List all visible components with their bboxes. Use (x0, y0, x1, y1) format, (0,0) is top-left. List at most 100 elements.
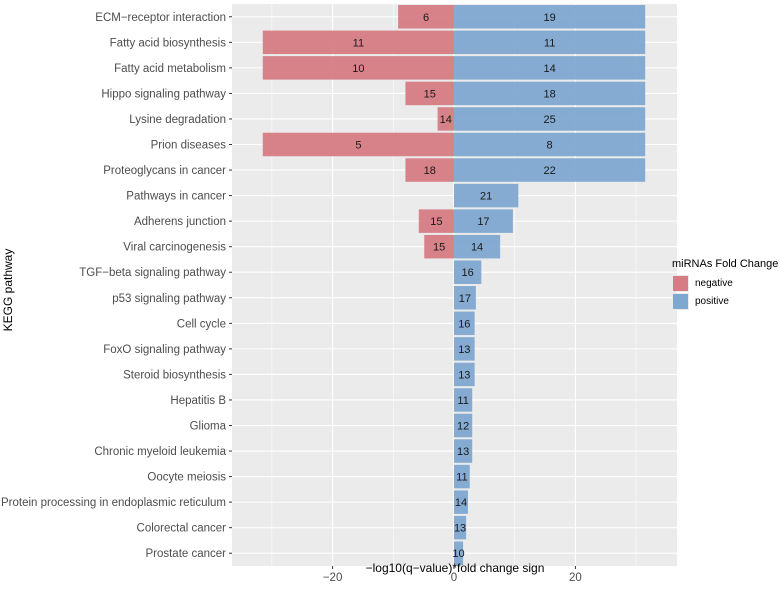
bar-label-negative: 18 (424, 165, 436, 177)
y-tick-label: Protein processing in endoplasmic reticu… (1, 497, 226, 509)
bar-label-positive: 13 (458, 369, 470, 381)
bar-positive (454, 464, 470, 489)
bar-negative (437, 107, 454, 131)
bar-label-positive: 21 (480, 191, 492, 203)
y-tick-label: Lysine degradation (129, 114, 226, 126)
bar-positive (454, 234, 501, 259)
bar-positive (454, 107, 646, 131)
y-tick-label: Oocyte meiosis (147, 472, 226, 484)
legend-item-positive: positive (672, 292, 778, 310)
x-tick-label: 0 (451, 572, 457, 584)
bar-label-positive: 14 (543, 63, 555, 75)
bar-negative (398, 5, 454, 29)
bar-label-negative: 11 (353, 37, 364, 49)
bar-label-positive: 16 (462, 267, 474, 279)
bar-label-positive: 13 (454, 523, 466, 535)
bar-labels: 6 11 10 15 14 5 18 15 15 19 11 14 18 25 8 22 21 17 14 16 17 1… (352, 12, 555, 560)
y-tick-label: Steroid biosynthesis (123, 369, 226, 381)
bar-label-positive: 13 (457, 446, 469, 458)
bar-label-negative: 15 (424, 88, 436, 100)
bar-label-negative: 15 (430, 216, 442, 228)
y-tick-label: TGF−beta signaling pathway (79, 267, 226, 279)
y-tick-label: Glioma (190, 421, 227, 433)
y-tick-label: Chronic myeloid leukemia (94, 446, 226, 458)
bar-label-positive: 13 (458, 344, 470, 356)
bar-positive (454, 541, 464, 565)
legend-label-positive: positive (695, 295, 729, 307)
bar-positive (454, 413, 473, 438)
bar-label-positive: 12 (457, 421, 469, 433)
y-axis: ECM−receptor interaction Fatty acid biosy… (1, 12, 232, 560)
bar-label-positive: 17 (459, 293, 471, 305)
legend-label-negative: negative (695, 277, 733, 289)
bar-positive (454, 5, 646, 29)
bar-label-negative: 5 (355, 140, 361, 152)
y-tick-label: Prostate cancer (145, 548, 226, 560)
bar-label-positive: 17 (477, 216, 489, 228)
bar-label-negative: 6 (423, 12, 429, 24)
bar-positive (454, 515, 467, 540)
bars (262, 5, 646, 565)
bar-label-positive: 22 (543, 165, 555, 177)
x-tick-label: −20 (323, 572, 343, 584)
bar-negative (424, 234, 454, 259)
bar-label-positive: 11 (457, 395, 468, 407)
y-tick-label: Cell cycle (177, 318, 226, 330)
bar-positive (454, 337, 475, 361)
y-axis-title: KEGG pathway (1, 249, 15, 332)
bar-positive (454, 56, 646, 80)
bar-negative (262, 132, 454, 157)
y-tick-label: Fatty acid biosynthesis (110, 37, 227, 49)
bar-label-positive: 18 (543, 88, 555, 100)
bar-negative (262, 30, 454, 55)
bar-label-positive: 19 (543, 12, 555, 24)
bar-negative (405, 81, 454, 106)
y-tick-label: Colorectal cancer (137, 523, 227, 535)
y-tick-label: p53 signaling pathway (112, 293, 226, 305)
y-tick-label: FoxO signaling pathway (103, 344, 226, 356)
bar-negative (418, 209, 454, 233)
x-tick-label: 20 (569, 572, 582, 584)
bar-positive (454, 260, 482, 284)
y-tick-label: Fatty acid metabolism (114, 63, 226, 75)
bar-label-positive: 25 (543, 114, 555, 126)
bar-label-negative: 10 (352, 63, 364, 75)
y-tick-label: Proteoglycans in cancer (103, 165, 226, 177)
bar-positive (454, 439, 473, 463)
bar-positive (454, 132, 646, 157)
bar-label-positive: 11 (456, 472, 467, 484)
y-tick-label: Prion diseases (151, 140, 227, 152)
bar-positive (454, 362, 475, 387)
bar-label-positive: 8 (547, 140, 553, 152)
bar-positive (454, 490, 468, 514)
legend-item-negative: negative (672, 274, 778, 292)
bar-negative (262, 56, 454, 80)
legend: miRNAs Fold Change negative positive (672, 258, 778, 310)
bar-positive (454, 158, 646, 182)
bar-label-positive: 10 (452, 548, 464, 560)
y-tick-label: Pathways in cancer (126, 191, 226, 203)
bar-positive (454, 183, 519, 208)
bar-label-positive: 11 (544, 37, 555, 49)
legend-swatch-positive (673, 293, 688, 309)
y-tick-label: Viral carcinogenesis (123, 242, 226, 254)
bar-label-negative: 14 (440, 114, 452, 126)
bar-label-positive: 14 (471, 242, 483, 254)
y-tick-label: Hippo signaling pathway (101, 88, 226, 100)
x-axis-title: −log10(q−value)*fold change sign (366, 561, 545, 575)
legend-title: miRNAs Fold Change (672, 258, 779, 270)
bar-positive (454, 209, 513, 233)
bar-positive (454, 388, 473, 412)
bar-negative (405, 158, 454, 182)
bar-positive (454, 81, 646, 106)
bar-label-negative: 15 (433, 242, 445, 254)
bar-positive (454, 30, 646, 55)
legend-swatch-negative (673, 275, 688, 291)
y-tick-label: ECM−receptor interaction (95, 12, 226, 24)
x-axis: −20 0 20 (323, 566, 582, 584)
bar-positive (454, 311, 475, 336)
bar-label-positive: 14 (455, 497, 467, 509)
y-tick-label: Adherens junction (134, 216, 226, 228)
bar-label-positive: 16 (458, 318, 470, 330)
